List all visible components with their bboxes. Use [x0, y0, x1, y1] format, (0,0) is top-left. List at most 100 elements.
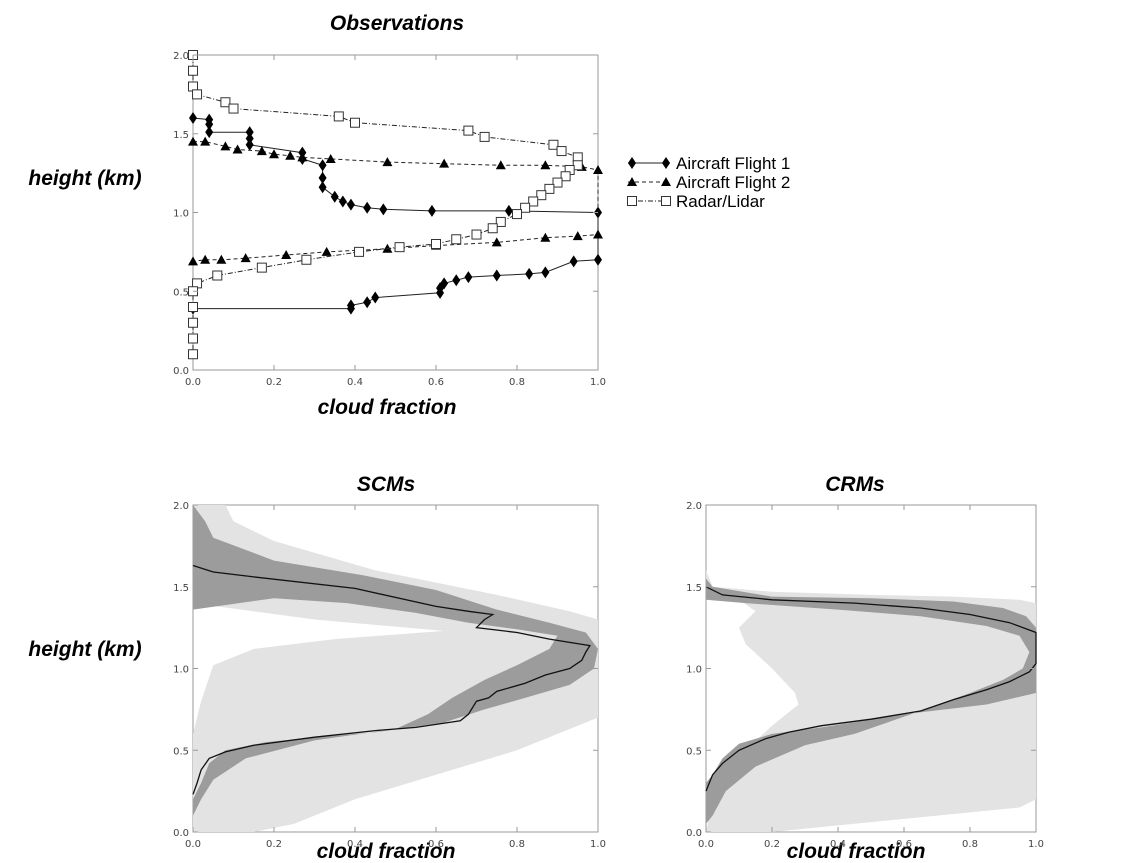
series-1-marker [363, 201, 372, 214]
series-3-marker [394, 242, 405, 253]
series-1-marker [205, 126, 214, 139]
series-2-marker [321, 246, 332, 256]
x-tick-label: 0.2 [266, 839, 282, 850]
crms-inner-range-band [706, 578, 1036, 824]
series-3-marker [520, 202, 531, 213]
y-tick-label: 0.5 [686, 746, 702, 757]
series-2-marker [325, 153, 336, 163]
x-tick-label: 0.0 [698, 839, 714, 850]
y-tick-label: 2.0 [173, 501, 189, 512]
series-2-marker [285, 150, 296, 160]
x-tick-label: 0.2 [266, 377, 282, 388]
series-2-marker [188, 256, 198, 266]
x-tick-label: 0.4 [347, 839, 363, 850]
series-3-marker [188, 317, 198, 328]
series-2-marker [540, 232, 551, 242]
series-1-marker [379, 203, 388, 216]
series-3-marker [228, 103, 239, 114]
legend-marker [627, 196, 637, 206]
series-3-marker [548, 139, 559, 150]
series-3-marker [544, 183, 555, 194]
series-1-marker [569, 255, 578, 268]
series-line-2 [192, 141, 599, 262]
crms-plot-area [705, 504, 1037, 833]
series-2-marker [593, 164, 603, 174]
series-1-marker [525, 267, 534, 280]
series-2-marker [220, 141, 231, 151]
series-3-marker [188, 349, 198, 360]
observations-title: Observations [330, 12, 464, 35]
y-tick-label: 0.0 [173, 366, 189, 377]
series-1-marker [594, 253, 602, 266]
series-3-marker [479, 131, 490, 142]
observations-axis-ticks: 0.0 0.2 0.4 0.6 0.8 1.0 0.0 0.5 1.0 1.5 2.0 [173, 51, 606, 388]
series-3-marker [301, 254, 312, 265]
series-3-marker [431, 239, 441, 249]
series-1-marker [427, 204, 436, 217]
legend-marker [662, 157, 670, 169]
series-2-marker [572, 231, 583, 241]
y-tick-label: 2.0 [686, 501, 702, 512]
series-1-marker [541, 266, 550, 279]
series-2-marker [281, 250, 292, 260]
series-1-marker [371, 291, 380, 304]
series-3-marker [188, 65, 198, 76]
y-tick-label: 0.5 [173, 287, 189, 298]
series-2-marker [200, 254, 211, 264]
series-3-marker [188, 302, 198, 312]
series-1-marker [464, 271, 473, 284]
series-3-marker [552, 177, 563, 188]
series-3-marker [188, 333, 198, 344]
y-tick-label: 0.0 [173, 828, 189, 839]
series-3-marker [495, 216, 506, 227]
series-1-marker [492, 269, 501, 282]
series-1-marker [205, 118, 214, 131]
series-2-marker [382, 157, 393, 167]
observations-x-axis-label: cloud fraction [318, 396, 457, 419]
series-3-marker [471, 229, 482, 240]
observations-y-axis-label: height (km) [28, 167, 141, 190]
series-1-marker [245, 132, 254, 145]
x-tick-label: 1.0 [1028, 839, 1044, 850]
observations-panel: Observations height (km) cloud fraction … [28, 12, 790, 419]
series-3-marker [192, 89, 203, 100]
scms-title: SCMs [357, 473, 415, 496]
x-tick-label: 0.6 [896, 839, 912, 850]
series-2-marker [269, 149, 279, 159]
x-tick-label: 0.0 [185, 839, 201, 850]
series-2-marker [200, 136, 211, 146]
series-3-marker [528, 196, 539, 207]
crms-mean-line [705, 586, 1037, 792]
series-2-marker [439, 158, 450, 168]
legend-label-1: Aircraft Flight 1 [676, 154, 790, 173]
series-1-marker [318, 171, 327, 184]
y-tick-label: 0.0 [686, 828, 702, 839]
series-1-marker [436, 286, 445, 299]
series-1-marker [452, 274, 461, 287]
series-1-marker [504, 204, 513, 217]
x-tick-label: 0.6 [428, 839, 444, 850]
x-tick-label: 0.8 [962, 839, 978, 850]
x-tick-label: 0.8 [509, 839, 525, 850]
legend-label-2: Aircraft Flight 2 [676, 173, 790, 192]
series-3-marker [487, 223, 498, 234]
crms-outer-range-band [706, 570, 1036, 832]
observations-plot-area [188, 50, 603, 371]
series-3-marker [354, 246, 365, 257]
series-1-marker [346, 302, 355, 315]
scms-plot-area [192, 504, 599, 833]
x-tick-label: 0.4 [347, 377, 363, 388]
y-tick-label: 1.0 [686, 665, 702, 676]
scms-panel: SCMs height (km) cloud fraction 0.0 0.2 0.… [28, 473, 606, 863]
series-1-marker [330, 190, 339, 203]
legend-marker [661, 177, 671, 186]
legend-label-3: Radar/Lidar [676, 192, 765, 211]
legend-marker [628, 157, 636, 169]
y-tick-label: 1.5 [173, 583, 189, 594]
x-tick-label: 0.4 [830, 839, 846, 850]
series-2-marker [593, 229, 603, 239]
scms-axis-ticks: 0.0 0.2 0.4 0.6 0.8 1.0 0.0 0.5 1.0 1.5 2.0 [173, 501, 606, 850]
series-1-marker [318, 181, 327, 194]
plot-frame [192, 54, 599, 371]
